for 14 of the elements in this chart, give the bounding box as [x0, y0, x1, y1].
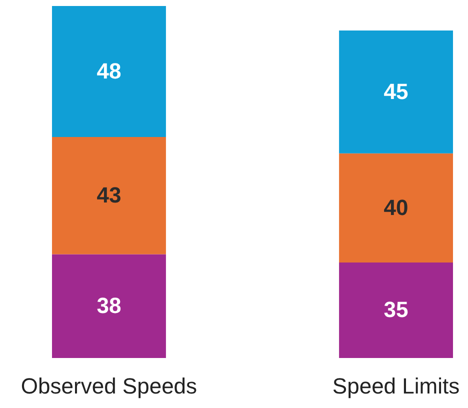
data-label: 45: [384, 78, 408, 104]
data-label: 48: [96, 58, 122, 84]
bar: [339, 30, 453, 154]
bar: [52, 6, 166, 137]
bar: [339, 153, 453, 262]
bar: [339, 262, 453, 358]
x-tick-label: Observed Speeds: [20, 374, 198, 398]
bar: [52, 136, 166, 254]
data-label: 40: [384, 194, 408, 220]
data-label: 35: [384, 297, 408, 322]
data-label: 38: [96, 293, 122, 318]
bar: [52, 254, 166, 358]
data-label: 43: [96, 182, 122, 208]
x-tick-label: Speed Limits: [332, 374, 460, 398]
